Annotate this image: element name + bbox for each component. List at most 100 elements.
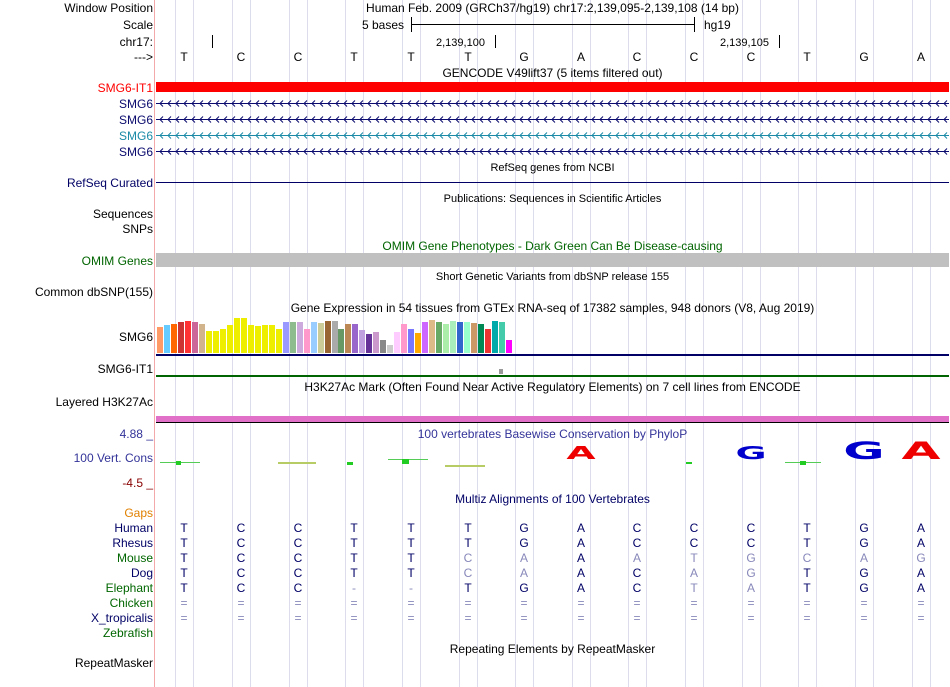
- repeatmasker-track-title[interactable]: Repeating Elements by RepeatMasker: [449, 642, 656, 656]
- multiz-base: =: [803, 611, 811, 625]
- gtex-bar[interactable]: [262, 325, 268, 353]
- gtex-bar[interactable]: [332, 321, 338, 353]
- conservation-max-label: 4.88 _: [119, 427, 153, 441]
- gtex-bar[interactable]: [304, 329, 310, 353]
- multiz-species-label[interactable]: Elephant: [105, 581, 153, 595]
- refseq-gene-line[interactable]: [156, 182, 949, 183]
- gencode-transcript-line[interactable]: [156, 147, 949, 156]
- gtex-bar[interactable]: [157, 327, 163, 353]
- gtex-bar[interactable]: [297, 322, 303, 353]
- gtex-bar[interactable]: [325, 321, 331, 353]
- omim-label[interactable]: OMIM Genes: [81, 254, 153, 268]
- gtex-bar[interactable]: [234, 318, 240, 353]
- gtex-bar[interactable]: [387, 345, 393, 353]
- gtex-bar[interactable]: [492, 321, 498, 353]
- gtex-bar[interactable]: [178, 322, 184, 353]
- gtex-bar[interactable]: [248, 325, 254, 353]
- gencode-transcript-bar[interactable]: [156, 82, 949, 92]
- multiz-base: T: [803, 521, 811, 535]
- multiz-species-label[interactable]: Human: [114, 521, 153, 535]
- gencode-item-label[interactable]: SMG6: [118, 145, 153, 159]
- gtex-bar[interactable]: [220, 329, 226, 353]
- multiz-base: A: [576, 536, 585, 550]
- gtex-bar[interactable]: [373, 332, 379, 353]
- omim-gene-bar[interactable]: [156, 253, 949, 267]
- gtex-bar[interactable]: [206, 331, 212, 353]
- gtex-smg6-it1-bar[interactable]: [499, 369, 503, 374]
- gtex-bar[interactable]: [478, 324, 484, 353]
- gtex-bar[interactable]: [311, 322, 317, 353]
- gtex-bar[interactable]: [499, 322, 505, 353]
- gtex-bar[interactable]: [352, 324, 358, 353]
- gtex-bar[interactable]: [401, 324, 407, 353]
- multiz-species-label[interactable]: Zebrafish: [102, 626, 153, 640]
- gtex-bar[interactable]: [450, 321, 456, 353]
- gtex-bar[interactable]: [436, 322, 442, 353]
- refseq-track-title[interactable]: RefSeq genes from NCBI: [490, 162, 615, 174]
- gtex-bar[interactable]: [422, 322, 428, 353]
- gtex-bar[interactable]: [485, 329, 491, 353]
- gtex-bar[interactable]: [318, 323, 324, 353]
- publications-track-title[interactable]: Publications: Sequences in Scientific Ar…: [443, 193, 662, 205]
- multiz-species-label[interactable]: Mouse: [116, 551, 153, 565]
- gtex-bar[interactable]: [457, 322, 463, 353]
- gtex-bar[interactable]: [338, 329, 344, 353]
- gtex-bar[interactable]: [290, 322, 296, 353]
- gencode-item-label[interactable]: SMG6: [118, 97, 153, 111]
- gtex-bar[interactable]: [394, 332, 400, 353]
- gtex-bar[interactable]: [283, 322, 289, 353]
- repeatmasker-label[interactable]: RepeatMasker: [74, 656, 153, 670]
- conservation-track-title[interactable]: 100 vertebrates Basewise Conservation by…: [417, 427, 688, 441]
- multiz-species-label[interactable]: Chicken: [109, 596, 153, 610]
- gtex-bar[interactable]: [241, 318, 247, 353]
- gtex-bar[interactable]: [345, 324, 351, 353]
- multiz-base: A: [916, 566, 925, 580]
- conservation-label[interactable]: 100 Vert. Cons: [73, 451, 153, 465]
- gencode-transcript-line[interactable]: [156, 115, 949, 124]
- gtex-bar[interactable]: [171, 324, 177, 353]
- gencode-item-label[interactable]: SMG6: [118, 129, 153, 143]
- dbsnp-track-title[interactable]: Short Genetic Variants from dbSNP releas…: [435, 271, 670, 283]
- cons-small-mark: [347, 462, 353, 465]
- multiz-species-label[interactable]: Rhesus: [112, 536, 153, 550]
- gtex-bar[interactable]: [408, 329, 414, 353]
- gtex-smg6-it1-label[interactable]: SMG6-IT1: [97, 362, 153, 376]
- scale-label: Scale: [122, 18, 153, 32]
- gencode-transcript-line[interactable]: [156, 131, 949, 140]
- gencode-item-label[interactable]: SMG6: [118, 113, 153, 127]
- gtex-bar[interactable]: [415, 333, 421, 353]
- gtex-bar[interactable]: [506, 340, 512, 353]
- gencode-transcript-line[interactable]: [156, 99, 949, 108]
- gtex-bar[interactable]: [443, 324, 449, 353]
- gtex-bar[interactable]: [269, 325, 275, 353]
- gtex-bar[interactable]: [255, 326, 261, 353]
- gtex-bar[interactable]: [199, 324, 205, 353]
- gtex-bar[interactable]: [359, 330, 365, 353]
- gtex-bar[interactable]: [185, 321, 191, 353]
- gtex-bar[interactable]: [164, 325, 170, 353]
- gtex-bar[interactable]: [276, 329, 282, 353]
- gtex-bar[interactable]: [192, 322, 198, 353]
- gtex-smg6-label[interactable]: SMG6: [118, 330, 153, 344]
- gtex-bar[interactable]: [380, 340, 386, 353]
- h3k27ac-signal[interactable]: [156, 416, 949, 422]
- multiz-track-title[interactable]: Multiz Alignments of 100 Vertebrates: [455, 492, 650, 506]
- gtex-bar[interactable]: [366, 334, 372, 353]
- gtex-bar[interactable]: [213, 331, 219, 353]
- h3k27ac-track-title[interactable]: H3K27Ac Mark (Often Found Near Active Re…: [304, 380, 801, 394]
- gencode-item-label[interactable]: SMG6-IT1: [97, 81, 153, 95]
- omim-track-title[interactable]: OMIM Gene Phenotypes - Dark Green Can Be…: [382, 239, 723, 253]
- gtex-bar[interactable]: [429, 320, 435, 353]
- multiz-species-label[interactable]: X_tropicalis: [90, 611, 153, 625]
- grid-line: [912, 0, 913, 687]
- refseq-label[interactable]: RefSeq Curated: [66, 176, 153, 190]
- h3k27ac-label[interactable]: Layered H3K27Ac: [55, 395, 153, 409]
- multiz-species-label[interactable]: Dog: [130, 566, 153, 580]
- gtex-track-title[interactable]: Gene Expression in 54 tissues from GTEx …: [290, 301, 815, 315]
- gencode-track-title[interactable]: GENCODE V49lift37 (5 items filtered out): [442, 66, 663, 80]
- gtex-bar[interactable]: [471, 323, 477, 353]
- gtex-bar[interactable]: [227, 325, 233, 353]
- gtex-bar[interactable]: [464, 322, 470, 353]
- window-position-value[interactable]: Human Feb. 2009 (GRCh37/hg19) chr17:2,13…: [366, 1, 739, 15]
